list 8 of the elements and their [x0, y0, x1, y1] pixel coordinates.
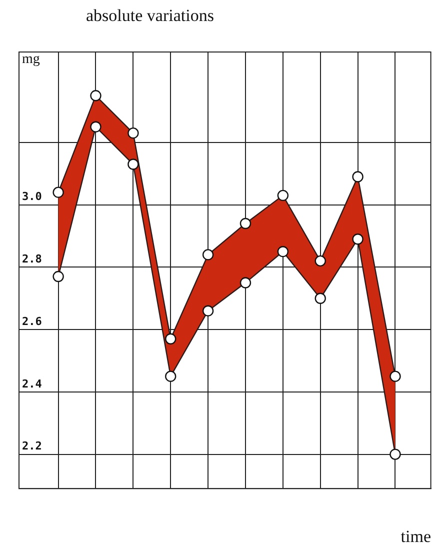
y-tick-label: 2.4 — [22, 377, 42, 390]
chart-title: absolute variations — [85, 6, 215, 26]
y-tick-label: 3.0 — [22, 190, 42, 204]
y-tick-label: 2.8 — [22, 252, 42, 266]
y-tick-label: 2.2 — [22, 440, 42, 453]
y-axis-title: mg — [22, 52, 40, 68]
y-tick-label: 2.6 — [22, 314, 42, 328]
x-axis-title: time — [400, 527, 431, 547]
